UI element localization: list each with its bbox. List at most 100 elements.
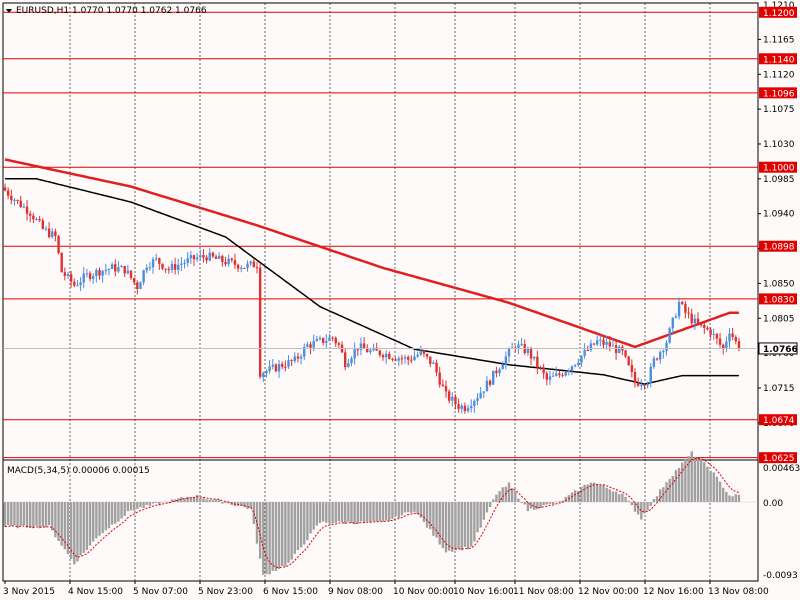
candle-body[interactable] — [230, 258, 233, 261]
candle-body[interactable] — [362, 343, 366, 349]
candle-body[interactable] — [636, 382, 640, 386]
candle-body[interactable] — [189, 255, 193, 259]
candle-body[interactable] — [447, 391, 451, 401]
candle-body[interactable] — [668, 328, 671, 343]
candle-body[interactable] — [718, 338, 722, 345]
candle-body[interactable] — [312, 341, 315, 348]
candle-body[interactable] — [129, 270, 133, 279]
candle-body[interactable] — [13, 199, 16, 201]
candle-body[interactable] — [555, 373, 558, 376]
candle-body[interactable] — [451, 396, 454, 401]
candle-body[interactable] — [258, 267, 262, 377]
candle-body[interactable] — [640, 384, 643, 386]
candle-body[interactable] — [318, 337, 322, 340]
candle-body[interactable] — [699, 324, 703, 326]
candle-body[interactable] — [66, 274, 70, 276]
candle-body[interactable] — [507, 348, 511, 357]
candle-body[interactable] — [321, 337, 325, 343]
candle-body[interactable] — [712, 333, 715, 335]
candle-body[interactable] — [400, 358, 404, 360]
candle-body[interactable] — [255, 267, 259, 269]
candle-body[interactable] — [117, 267, 120, 272]
candle-body[interactable] — [353, 349, 356, 359]
candle-body[interactable] — [214, 256, 218, 259]
candle-body[interactable] — [366, 348, 369, 353]
candle-body[interactable] — [526, 348, 530, 354]
candle-body[interactable] — [82, 273, 85, 283]
candle-body[interactable] — [164, 268, 167, 270]
candle-body[interactable] — [104, 269, 107, 271]
time-axis[interactable]: 3 Nov 2015 4 Nov 15:00 5 Nov 07:00 5 Nov 23… — [3, 581, 769, 597]
candle-body[interactable] — [517, 344, 520, 349]
candle-body[interactable] — [533, 356, 536, 359]
candle-body[interactable] — [703, 324, 706, 328]
candle-body[interactable] — [627, 356, 630, 366]
candle-body[interactable] — [444, 386, 448, 392]
candle-body[interactable] — [687, 312, 690, 314]
candle-body[interactable] — [570, 366, 574, 371]
candle-body[interactable] — [605, 342, 608, 345]
candle-body[interactable] — [25, 206, 29, 214]
candle-body[interactable] — [690, 313, 693, 324]
candle-body[interactable] — [422, 350, 426, 354]
candle-body[interactable] — [435, 362, 438, 373]
candle-body[interactable] — [618, 346, 621, 353]
candle-body[interactable] — [592, 343, 596, 345]
candle-body[interactable] — [608, 342, 611, 347]
candle-body[interactable] — [684, 303, 687, 313]
candle-body[interactable] — [57, 235, 60, 253]
candle-body[interactable] — [183, 262, 186, 264]
candle-body[interactable] — [167, 268, 170, 271]
candle-body[interactable] — [561, 375, 564, 377]
candle-body[interactable] — [287, 360, 290, 367]
candle-body[interactable] — [407, 357, 410, 360]
candle-body[interactable] — [410, 359, 413, 361]
candle-body[interactable] — [205, 257, 208, 261]
candle-body[interactable] — [438, 372, 441, 385]
candle-body[interactable] — [274, 364, 278, 372]
candle-body[interactable] — [142, 270, 145, 283]
candle-body[interactable] — [630, 365, 634, 372]
candle-body[interactable] — [583, 349, 586, 356]
candle-body[interactable] — [356, 349, 359, 351]
candle-body[interactable] — [221, 255, 224, 262]
candle-body[interactable] — [655, 358, 659, 360]
candle-body[interactable] — [344, 352, 347, 368]
candle-body[interactable] — [120, 265, 123, 268]
candle-body[interactable] — [145, 267, 148, 271]
candle-body[interactable] — [180, 263, 183, 265]
candle-body[interactable] — [290, 360, 293, 362]
candle-body[interactable] — [416, 354, 419, 357]
candle-body[interactable] — [633, 371, 637, 383]
candle-body[interactable] — [649, 366, 652, 384]
candle-body[interactable] — [725, 341, 728, 349]
candle-body[interactable] — [22, 206, 26, 208]
candle-body[interactable] — [79, 282, 82, 286]
candle-body[interactable] — [265, 370, 268, 374]
candle-body[interactable] — [432, 362, 435, 364]
candle-body[interactable] — [315, 339, 319, 342]
candle-body[interactable] — [211, 252, 215, 257]
candle-body[interactable] — [252, 261, 256, 268]
candle-body[interactable] — [542, 367, 545, 374]
candle-body[interactable] — [378, 350, 382, 356]
candle-body[interactable] — [529, 348, 533, 359]
candle-body[interactable] — [662, 350, 665, 353]
candle-body[interactable] — [589, 343, 593, 351]
candle-body[interactable] — [369, 350, 372, 353]
candle-body[interactable] — [95, 269, 98, 276]
candle-body[interactable] — [731, 333, 734, 337]
candle-body[interactable] — [350, 358, 353, 364]
candle-body[interactable] — [403, 357, 407, 359]
candle-body[interactable] — [114, 264, 117, 272]
candle-body[interactable] — [536, 356, 539, 368]
candle-body[interactable] — [227, 258, 230, 265]
candle-body[interactable] — [495, 370, 498, 374]
candle-body[interactable] — [573, 364, 577, 367]
candle-body[interactable] — [466, 408, 470, 412]
candle-body[interactable] — [136, 282, 139, 290]
candle-body[interactable] — [44, 228, 48, 230]
candle-body[interactable] — [284, 366, 287, 368]
candle-body[interactable] — [325, 340, 328, 343]
